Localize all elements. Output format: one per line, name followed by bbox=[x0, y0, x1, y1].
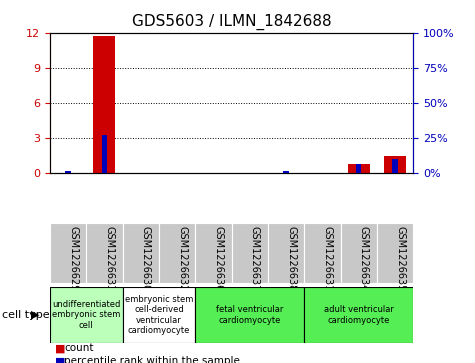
FancyBboxPatch shape bbox=[304, 287, 413, 343]
Text: GSM1226633: GSM1226633 bbox=[104, 226, 114, 291]
Text: count: count bbox=[64, 343, 94, 354]
Text: GSM1226638: GSM1226638 bbox=[286, 226, 296, 291]
Text: GSM1226632: GSM1226632 bbox=[177, 226, 187, 291]
Text: GSM1226629: GSM1226629 bbox=[68, 226, 78, 291]
Title: GDS5603 / ILMN_1842688: GDS5603 / ILMN_1842688 bbox=[132, 14, 332, 30]
Bar bbox=[94, 36, 115, 174]
FancyBboxPatch shape bbox=[195, 287, 304, 343]
FancyBboxPatch shape bbox=[159, 223, 195, 283]
Bar bbox=[284, 171, 289, 174]
Text: ▶: ▶ bbox=[31, 310, 40, 320]
Bar bbox=[384, 156, 406, 174]
Bar bbox=[392, 159, 398, 174]
FancyBboxPatch shape bbox=[123, 287, 195, 343]
Bar bbox=[356, 164, 361, 174]
Text: fetal ventricular
cardiomyocyte: fetal ventricular cardiomyocyte bbox=[216, 305, 284, 325]
FancyBboxPatch shape bbox=[304, 223, 341, 283]
Text: undifferentiated
embryonic stem
cell: undifferentiated embryonic stem cell bbox=[52, 300, 120, 330]
Text: percentile rank within the sample: percentile rank within the sample bbox=[64, 356, 240, 363]
FancyBboxPatch shape bbox=[377, 223, 413, 283]
FancyBboxPatch shape bbox=[50, 287, 123, 343]
Text: GSM1226630: GSM1226630 bbox=[141, 226, 151, 291]
Text: ■: ■ bbox=[55, 356, 65, 363]
Bar bbox=[66, 171, 71, 174]
FancyBboxPatch shape bbox=[123, 223, 159, 283]
Text: adult ventricular
cardiomyocyte: adult ventricular cardiomyocyte bbox=[324, 305, 394, 325]
Text: cell type: cell type bbox=[2, 310, 50, 320]
Bar bbox=[348, 164, 370, 174]
FancyBboxPatch shape bbox=[341, 223, 377, 283]
Text: GSM1226636: GSM1226636 bbox=[213, 226, 223, 291]
Text: embryonic stem
cell-derived
ventricular
cardiomyocyte: embryonic stem cell-derived ventricular … bbox=[125, 295, 193, 335]
FancyBboxPatch shape bbox=[50, 223, 86, 283]
FancyBboxPatch shape bbox=[195, 223, 232, 283]
Text: GSM1226637: GSM1226637 bbox=[250, 226, 260, 291]
FancyBboxPatch shape bbox=[232, 223, 268, 283]
Bar bbox=[102, 135, 107, 174]
Text: ■: ■ bbox=[55, 343, 65, 354]
FancyBboxPatch shape bbox=[268, 223, 304, 283]
Text: GSM1226635: GSM1226635 bbox=[395, 226, 405, 291]
Text: GSM1226631: GSM1226631 bbox=[323, 226, 332, 291]
FancyBboxPatch shape bbox=[86, 223, 123, 283]
Text: GSM1226634: GSM1226634 bbox=[359, 226, 369, 291]
